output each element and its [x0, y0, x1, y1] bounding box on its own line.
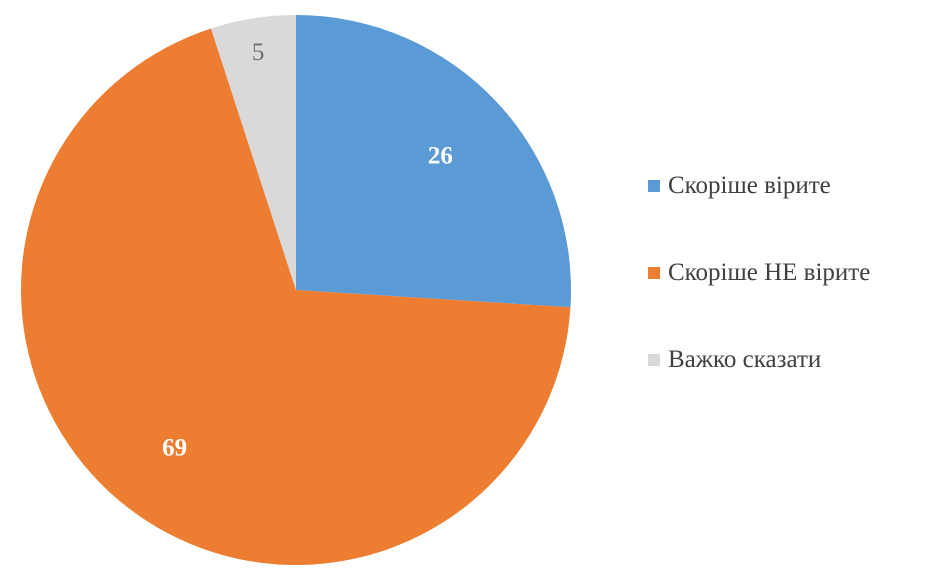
- legend-swatch: [648, 267, 660, 279]
- legend-swatch: [648, 354, 660, 366]
- legend-label: Скоріше вірите: [668, 172, 831, 199]
- legend-item: Скоріше вірите: [648, 172, 831, 200]
- pie-slice: [211, 15, 296, 290]
- legend-swatch: [648, 180, 660, 192]
- data-label: 5: [252, 39, 265, 66]
- pie-slice: [21, 28, 571, 566]
- data-label: 26: [428, 142, 453, 169]
- legend-item: Скоріше НЕ вірите: [648, 259, 870, 287]
- pie-slice: [296, 15, 571, 308]
- data-label: 69: [162, 434, 187, 461]
- legend-item: Важко сказати: [648, 346, 821, 374]
- legend-label: Важко сказати: [668, 346, 822, 373]
- legend-label: Скоріше НЕ вірите: [668, 259, 871, 286]
